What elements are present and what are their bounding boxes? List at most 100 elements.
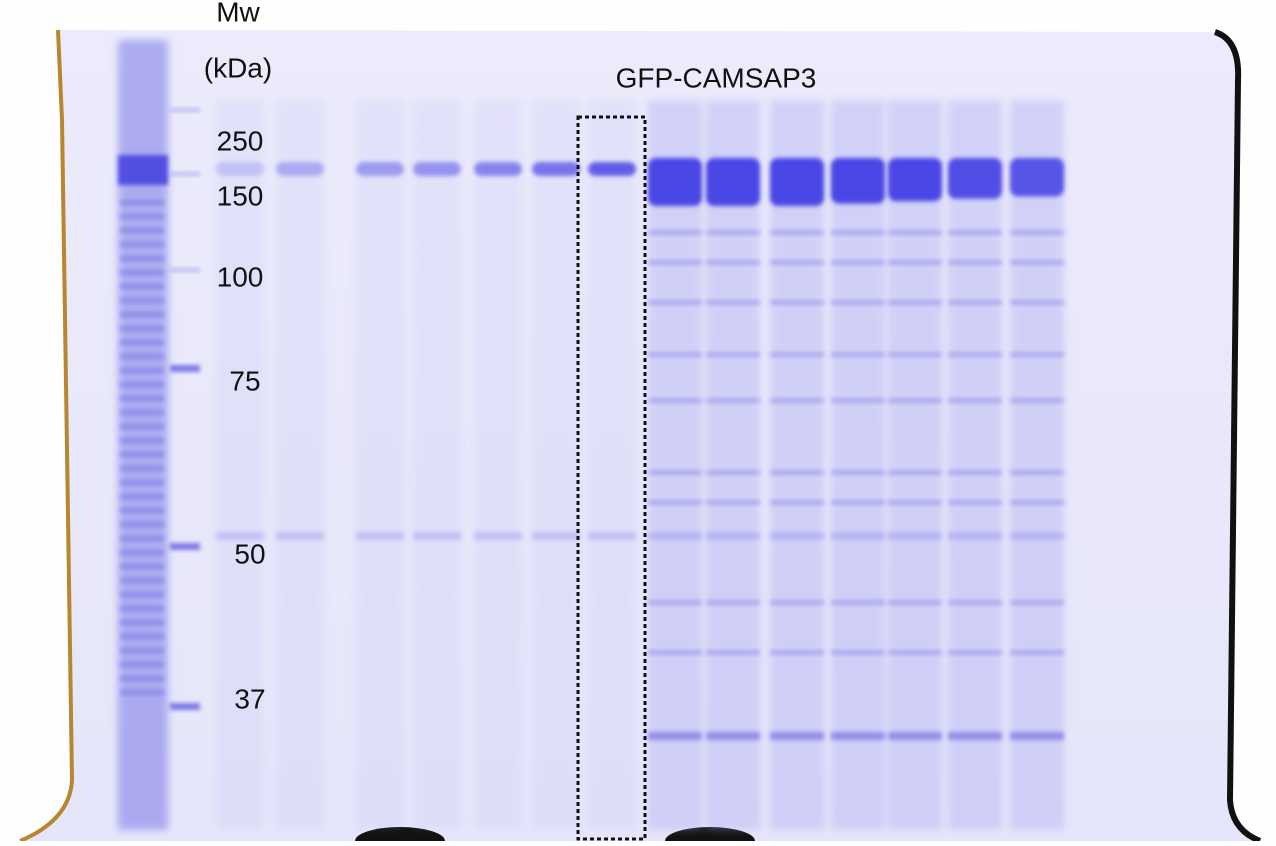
band [120, 634, 164, 639]
lane-smear [356, 100, 404, 830]
band [648, 650, 702, 655]
marker-label: 50 [234, 538, 265, 569]
lane-smear [831, 100, 885, 830]
band [120, 256, 164, 261]
band [706, 532, 760, 540]
band [120, 676, 164, 681]
lane-smear [1010, 100, 1064, 830]
band [770, 230, 824, 235]
marker-label: 150 [217, 180, 264, 211]
band [474, 162, 522, 176]
band [888, 500, 942, 505]
band [948, 300, 1002, 305]
band [648, 500, 702, 505]
band [120, 424, 164, 429]
band [120, 242, 164, 247]
band [120, 620, 164, 625]
band [413, 532, 461, 540]
band [706, 600, 760, 605]
band [831, 470, 885, 475]
band [948, 732, 1002, 740]
marker-label: 100 [217, 261, 264, 292]
band [706, 500, 760, 505]
marker-label: 37 [234, 683, 265, 714]
band [831, 732, 885, 740]
band [120, 606, 164, 611]
band [706, 470, 760, 475]
band [948, 158, 1002, 199]
band [120, 340, 164, 345]
band [1010, 650, 1064, 655]
band [588, 162, 636, 176]
band [1010, 470, 1064, 475]
band [948, 352, 1002, 357]
band [948, 532, 1002, 540]
band [120, 690, 164, 695]
band [648, 300, 702, 305]
band [888, 230, 942, 235]
band [770, 398, 824, 403]
band [216, 162, 264, 176]
band [120, 592, 164, 597]
band [120, 410, 164, 415]
band [120, 396, 164, 401]
band [120, 228, 164, 233]
band [1010, 500, 1064, 505]
marker-label: 250 [217, 125, 264, 156]
band [770, 260, 824, 265]
band [120, 578, 164, 583]
lane-smear [276, 100, 324, 830]
lane-smear [888, 100, 942, 830]
band [532, 162, 580, 176]
band [120, 522, 164, 527]
band [706, 300, 760, 305]
lane-smear [474, 100, 522, 830]
band [1010, 398, 1064, 403]
band [413, 162, 461, 176]
band [948, 230, 1002, 235]
band [120, 550, 164, 555]
band [216, 532, 264, 540]
band [1010, 600, 1064, 605]
band [120, 662, 164, 667]
band [706, 260, 760, 265]
gel-edge-right [1213, 29, 1262, 844]
band [770, 500, 824, 505]
band [120, 214, 164, 219]
band [888, 650, 942, 655]
band [648, 352, 702, 357]
band [120, 382, 164, 387]
band [532, 532, 580, 540]
band [120, 648, 164, 653]
band [120, 368, 164, 373]
band [120, 312, 164, 317]
band [588, 532, 636, 540]
band [831, 158, 885, 204]
band [888, 300, 942, 305]
band [120, 438, 164, 443]
band [831, 650, 885, 655]
band [948, 470, 1002, 475]
band [831, 532, 885, 540]
lane-smear [648, 100, 702, 830]
band [120, 508, 164, 513]
highlight-box [576, 115, 647, 841]
gel-edge-left [19, 29, 75, 843]
band [770, 300, 824, 305]
band [770, 650, 824, 655]
band [120, 452, 164, 457]
band [120, 270, 164, 275]
ladder-band [170, 703, 200, 710]
band [120, 494, 164, 499]
gel-body [20, 30, 1260, 841]
band [770, 470, 824, 475]
band [120, 564, 164, 569]
band [770, 532, 824, 540]
band [888, 532, 942, 540]
band [120, 354, 164, 359]
band [706, 352, 760, 357]
band [1010, 352, 1064, 357]
band [648, 470, 702, 475]
lanes [118, 40, 1064, 830]
band [888, 600, 942, 605]
